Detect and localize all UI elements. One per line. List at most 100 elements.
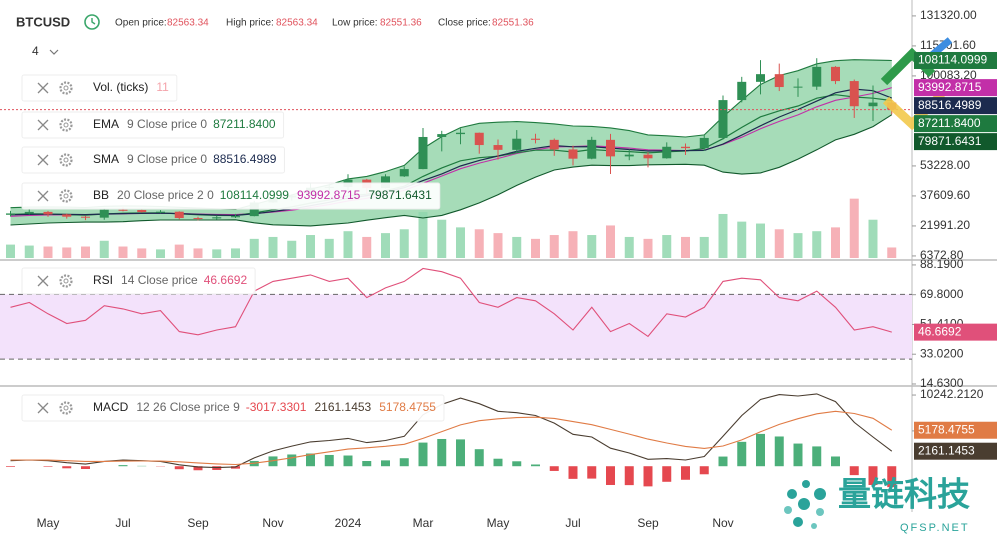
volume-bar xyxy=(568,231,578,258)
settings-icon[interactable] xyxy=(59,118,73,132)
x-tick-label: 2024 xyxy=(335,516,362,530)
dropdown-chevron[interactable] xyxy=(49,49,59,55)
indicator-params: 14 Close price xyxy=(121,273,198,287)
header-value: 82563.34 xyxy=(167,18,209,29)
y-tick-label: 88.1900 xyxy=(920,257,964,271)
candle-body xyxy=(812,66,822,87)
indicator-value: 46.6692 xyxy=(204,273,248,287)
remove-icon[interactable] xyxy=(37,154,49,166)
macd-histogram-bar xyxy=(193,466,203,471)
remove-icon[interactable] xyxy=(37,119,49,131)
clock-icon[interactable] xyxy=(84,14,100,30)
macd-histogram-bar xyxy=(474,449,484,467)
settings-icon[interactable] xyxy=(59,189,73,203)
candle-body xyxy=(81,216,90,218)
macd-histogram-bar xyxy=(568,466,578,479)
candle-body xyxy=(231,216,240,218)
volume-bar xyxy=(24,245,34,258)
remove-icon[interactable] xyxy=(37,190,49,202)
x-tick-label: Sep xyxy=(187,516,209,530)
macd-histogram-bar xyxy=(287,454,297,467)
watermark-dot xyxy=(814,488,826,500)
candle-body xyxy=(512,138,522,150)
settings-icon[interactable] xyxy=(59,401,73,415)
volume-bar xyxy=(99,240,109,258)
legend-box xyxy=(21,146,285,174)
volume-bar xyxy=(399,229,409,258)
x-tick-label: Jul xyxy=(565,516,580,530)
macd-histogram-bar xyxy=(437,438,447,467)
symbol[interactable]: BTCUSD xyxy=(16,14,70,29)
x-tick-label: Nov xyxy=(712,516,733,530)
volume-bar xyxy=(643,238,653,258)
legend-box xyxy=(21,74,178,102)
watermark-dot xyxy=(793,517,803,527)
legend-row: EMA 9 Close price 0 87211.8400 xyxy=(21,111,285,139)
candle-body xyxy=(137,209,147,213)
settings-icon-hole xyxy=(63,405,69,411)
interval-select[interactable]: 4 xyxy=(32,44,39,58)
settings-icon[interactable] xyxy=(59,274,73,288)
settings-icon-hole xyxy=(63,157,69,163)
settings-icon[interactable] xyxy=(59,81,73,95)
volume-bar xyxy=(343,231,353,258)
indicator-line xyxy=(10,88,893,217)
price-badge xyxy=(914,442,997,460)
macd-histogram-bar xyxy=(587,466,597,479)
watermark-title: 量链科技 xyxy=(838,476,970,513)
remove-icon[interactable] xyxy=(37,275,49,287)
x-tick-label: Jul xyxy=(115,516,130,530)
x-tick-label: Nov xyxy=(262,516,283,530)
volume-bar xyxy=(381,233,390,258)
volume-bar xyxy=(118,246,128,258)
candle-body xyxy=(718,100,728,138)
settings-icon-hole xyxy=(63,278,69,284)
candle-body xyxy=(699,137,709,149)
remove-icon[interactable] xyxy=(37,402,49,414)
bollinger-fill xyxy=(10,59,892,226)
macd-histogram-bar xyxy=(681,466,690,480)
watermark-dot xyxy=(787,489,797,499)
y-tick-label: 53228.00 xyxy=(920,158,970,172)
price-badge xyxy=(914,133,997,151)
candle-body xyxy=(62,214,72,217)
volume-bar xyxy=(231,248,240,258)
y-tick-label: 33.0200 xyxy=(920,346,964,360)
candle-body xyxy=(793,86,803,88)
indicator-params: 9 Close price 0 xyxy=(127,152,207,166)
indicator-value: 5178.4755 xyxy=(379,400,436,414)
settings-icon[interactable] xyxy=(59,153,73,167)
macd-histogram-bar xyxy=(737,441,747,467)
volume-bar xyxy=(362,236,372,258)
volume-bar xyxy=(606,225,615,258)
remove-icon[interactable] xyxy=(37,82,49,94)
legend-row: Vol. (ticks) 11 xyxy=(21,74,178,102)
candle-body xyxy=(624,154,634,157)
candle-body xyxy=(24,211,34,214)
y-tick-label: 6372.80 xyxy=(920,248,964,262)
volume-bar xyxy=(868,219,878,258)
macd-histogram-bar xyxy=(493,458,503,467)
macd-histogram-bar xyxy=(418,442,428,467)
candle-body xyxy=(381,176,390,189)
candle-body xyxy=(849,81,859,107)
volume-bar xyxy=(531,238,540,258)
macd-histogram-bar xyxy=(531,464,540,467)
indicator-value: 79871.6431 xyxy=(368,188,432,202)
macd-histogram-bar xyxy=(324,454,334,467)
volume-bar xyxy=(681,236,690,258)
settings-icon-hole xyxy=(63,85,69,91)
candle-body xyxy=(774,74,784,88)
macd-histogram-bar xyxy=(6,466,15,467)
candle-body xyxy=(868,102,878,107)
indicator-value: 2161.1453 xyxy=(314,400,371,414)
volume-bar xyxy=(456,227,465,258)
x-tick-label: May xyxy=(37,516,60,530)
volume-bar xyxy=(62,247,72,258)
macd-histogram-bar xyxy=(662,466,672,482)
candle-body xyxy=(43,211,53,215)
volume-bar xyxy=(793,233,803,258)
header-label: High price: xyxy=(226,18,274,29)
macd-histogram-bar xyxy=(399,458,409,467)
